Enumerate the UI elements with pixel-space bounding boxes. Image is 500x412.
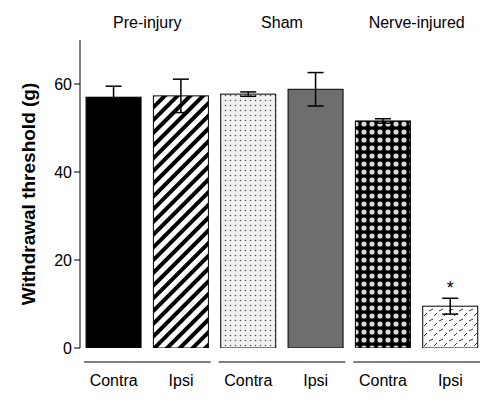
svg-text:20: 20	[54, 252, 72, 269]
svg-text:Contra: Contra	[359, 372, 407, 389]
svg-text:Nerve-injured: Nerve-injured	[369, 14, 465, 31]
svg-text:Ipsi: Ipsi	[438, 372, 463, 389]
svg-text:Withdrawal threshold (g): Withdrawal threshold (g)	[18, 83, 39, 306]
svg-text:Contra: Contra	[90, 372, 138, 389]
svg-text:0: 0	[63, 340, 72, 357]
svg-text:Pre-injury: Pre-injury	[113, 14, 181, 31]
svg-text:40: 40	[54, 164, 72, 181]
svg-text:*: *	[447, 278, 454, 298]
svg-text:Sham: Sham	[261, 14, 303, 31]
svg-text:Ipsi: Ipsi	[169, 372, 194, 389]
svg-text:60: 60	[54, 76, 72, 93]
svg-text:Ipsi: Ipsi	[303, 372, 328, 389]
svg-text:Contra: Contra	[224, 372, 272, 389]
